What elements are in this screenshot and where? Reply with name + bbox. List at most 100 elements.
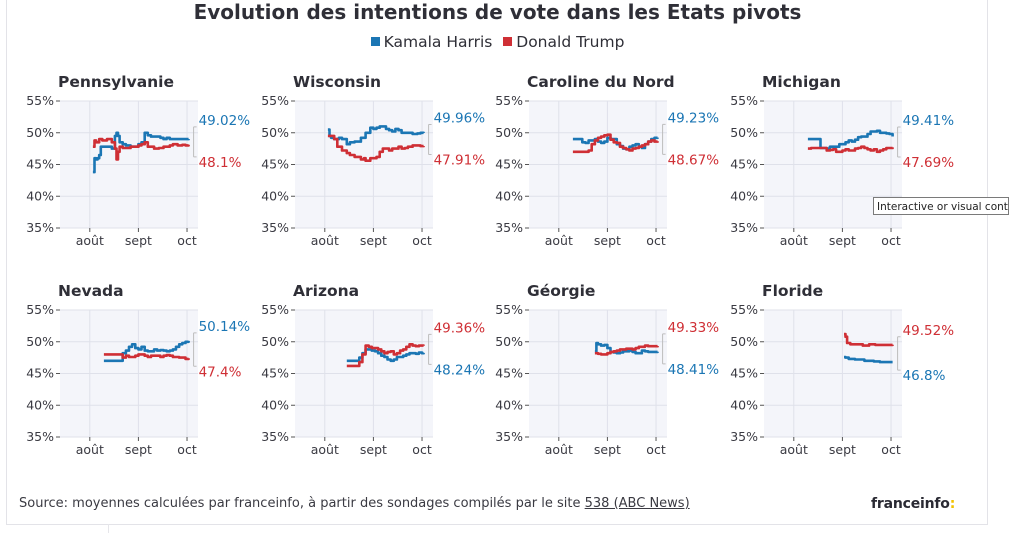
y-tick-label: 35%: [495, 220, 523, 235]
x-tick-label: oct: [881, 233, 901, 248]
x-tick-label: sept: [829, 442, 856, 457]
end-label-bracket: [428, 124, 432, 156]
logo-colon: :: [949, 496, 956, 512]
end-label-harris: 49.23%: [668, 110, 720, 126]
x-tick-label: oct: [177, 442, 197, 457]
tooltip: Interactive or visual content: [873, 197, 1009, 215]
x-tick-label: sept: [829, 233, 856, 248]
series-line-harris: [594, 341, 659, 355]
y-tick-label: 35%: [730, 429, 758, 444]
x-tick-label: sept: [125, 233, 152, 248]
panel-caroline-du-nord: Caroline du Nord 55% 50% 45% 40% 35% août sept o…: [495, 73, 719, 248]
x-tick-label: sept: [360, 442, 387, 457]
y-tick-label: 40%: [261, 397, 289, 412]
series-line-trump: [346, 343, 425, 368]
y-tick-label: 55%: [26, 93, 54, 108]
panel-nevada: Nevada 55% 50% 45% 40% 35% août sept oct 50.14% 47…: [26, 282, 250, 457]
x-tick-label: oct: [646, 233, 666, 248]
x-tick-label: sept: [125, 442, 152, 457]
y-tick-label: 45%: [261, 157, 289, 172]
end-label-harris: 49.96%: [434, 111, 486, 127]
y-tick-label: 50%: [261, 334, 289, 349]
x-tick-label: août: [311, 233, 339, 248]
end-label-harris: 49.41%: [903, 113, 955, 129]
y-tick-label: 40%: [730, 397, 758, 412]
end-label-bracket: [428, 333, 432, 365]
end-label-harris: 48.24%: [434, 362, 486, 378]
series-line-harris: [844, 355, 893, 364]
x-tick-label: oct: [881, 442, 901, 457]
end-label-trump: 48.67%: [668, 152, 720, 168]
panel-title: Nevada: [58, 282, 124, 300]
y-tick-label: 50%: [495, 125, 523, 140]
end-label-bracket: [193, 332, 197, 367]
end-label-trump: 49.36%: [434, 320, 486, 336]
end-label-trump: 47.91%: [434, 153, 486, 169]
x-tick-label: oct: [646, 442, 666, 457]
end-label-bracket: [193, 126, 197, 158]
x-tick-label: sept: [360, 233, 387, 248]
y-tick-label: 45%: [261, 366, 289, 381]
y-tick-label: 40%: [495, 188, 523, 203]
x-tick-label: août: [545, 233, 573, 248]
panel-title: Pennsylvanie: [58, 73, 174, 91]
y-tick-label: 35%: [26, 429, 54, 444]
panel-title: Géorgie: [527, 282, 595, 300]
y-tick-label: 40%: [495, 397, 523, 412]
legend-item-trump[interactable]: Donald Trump: [503, 33, 624, 51]
y-tick-label: 50%: [26, 334, 54, 349]
end-label-bracket: [662, 333, 666, 365]
series-line-trump: [572, 133, 659, 154]
end-label-trump: 48.1%: [199, 155, 242, 171]
y-tick-label: 55%: [261, 302, 289, 317]
panel-title: Arizona: [293, 282, 359, 300]
end-label-harris: 46.8%: [903, 368, 946, 384]
end-label-bracket: [897, 126, 901, 158]
legend-label-harris: Kamala Harris: [383, 33, 493, 51]
y-tick-label: 55%: [730, 302, 758, 317]
y-tick-label: 50%: [261, 125, 289, 140]
series-line-trump: [327, 134, 425, 162]
series-line-trump: [92, 137, 190, 161]
panel-georgie: Géorgie 55% 50% 45% 40% 35% août sept oct 49.33% 4…: [495, 282, 719, 457]
y-tick-label: 35%: [730, 220, 758, 235]
y-tick-label: 35%: [495, 429, 523, 444]
end-label-bracket: [662, 123, 666, 155]
source-note: Source: moyennes calculées par franceinf…: [19, 496, 690, 511]
y-tick-label: 40%: [730, 188, 758, 203]
y-tick-label: 55%: [261, 93, 289, 108]
end-label-harris: 50.14%: [199, 319, 251, 335]
y-tick-label: 35%: [261, 220, 289, 235]
y-tick-label: 45%: [730, 366, 758, 381]
source-link[interactable]: 538 (ABC News): [584, 496, 690, 511]
y-tick-label: 35%: [26, 220, 54, 235]
y-tick-label: 45%: [495, 157, 523, 172]
y-tick-label: 40%: [261, 188, 289, 203]
legend-item-harris[interactable]: Kamala Harris: [370, 33, 493, 51]
x-tick-label: août: [311, 442, 339, 457]
end-label-trump: 47.4%: [199, 364, 242, 380]
series-line-trump: [103, 353, 190, 361]
end-label-bracket: [897, 336, 901, 371]
x-tick-label: août: [780, 233, 808, 248]
end-label-trump: 49.52%: [903, 323, 955, 339]
y-tick-label: 55%: [495, 302, 523, 317]
franceinfo-logo: franceinfo:: [871, 496, 955, 512]
panel-wisconsin: Wisconsin 55% 50% 45% 40% 35% août sept oct 49.96…: [261, 73, 485, 248]
y-tick-label: 45%: [26, 366, 54, 381]
y-tick-label: 50%: [495, 334, 523, 349]
end-label-trump: 47.69%: [903, 155, 955, 171]
x-tick-label: août: [780, 442, 808, 457]
x-tick-label: sept: [594, 442, 621, 457]
panel-title: Caroline du Nord: [527, 73, 675, 91]
y-tick-label: 55%: [730, 93, 758, 108]
series-line-trump: [594, 344, 659, 356]
y-tick-label: 55%: [495, 93, 523, 108]
y-tick-label: 40%: [26, 188, 54, 203]
series-line-harris: [327, 125, 425, 146]
x-tick-label: août: [76, 442, 104, 457]
y-tick-label: 50%: [730, 125, 758, 140]
panel-title: Michigan: [762, 73, 841, 91]
panel-arizona: Arizona 55% 50% 45% 40% 35% août sept oct 49.36% 4…: [261, 282, 485, 457]
